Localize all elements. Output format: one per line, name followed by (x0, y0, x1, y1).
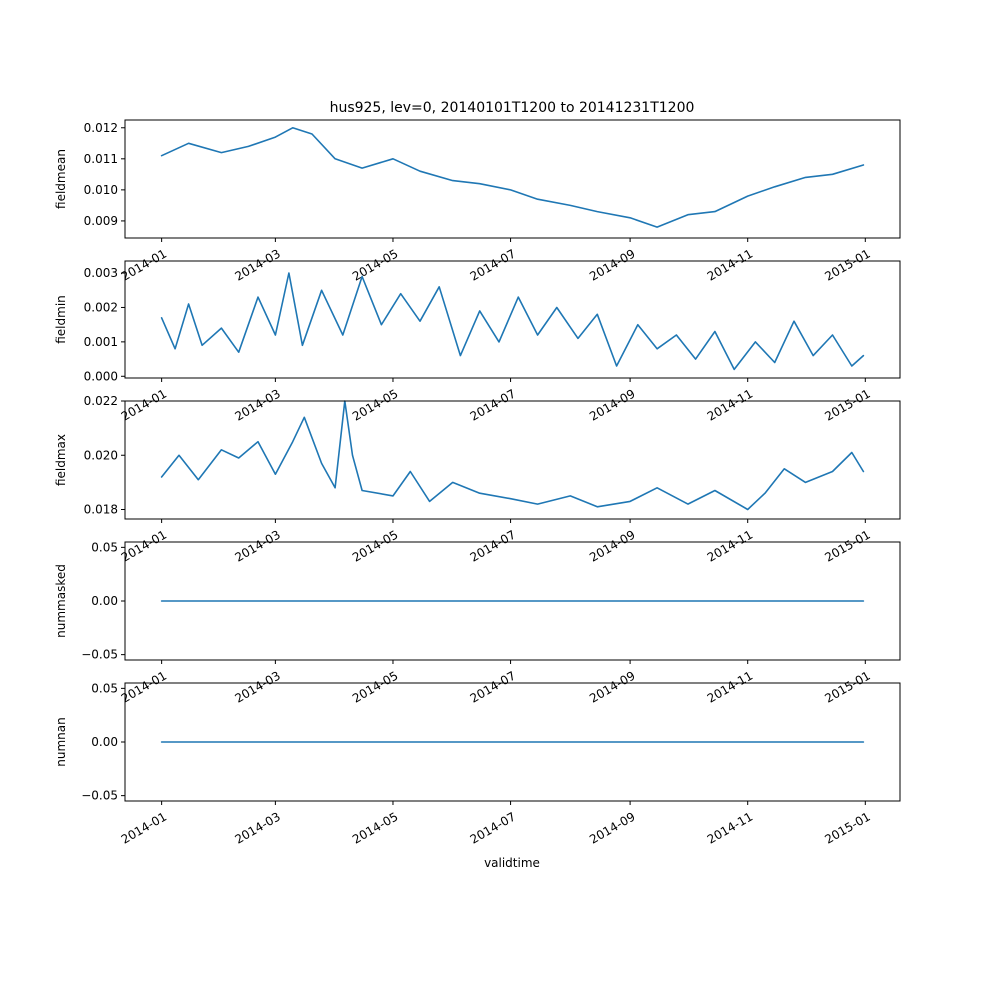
y-tick-label: 0.003 (84, 266, 118, 280)
y-axis-label: nummasked (54, 564, 68, 638)
y-tick-label: 0.001 (84, 335, 118, 349)
y-tick-label: 0.018 (84, 503, 118, 517)
y-tick-label: 0.012 (84, 121, 118, 135)
y-tick-label: 0.011 (84, 152, 118, 166)
y-tick-label: 0.010 (84, 183, 118, 197)
y-tick-label: 0.009 (84, 214, 118, 228)
y-tick-label: 0.000 (84, 369, 118, 383)
y-tick-label: 0.022 (84, 394, 118, 408)
y-tick-label: 0.002 (84, 300, 118, 314)
y-axis-label: fieldmin (54, 295, 68, 344)
series-line-fieldmin (160, 272, 865, 371)
y-tick-label: 0.020 (84, 448, 118, 462)
y-tick-label: 0.05 (91, 681, 118, 695)
y-tick-label: 0.00 (91, 594, 118, 608)
x-axis-label: validtime (484, 856, 540, 870)
chart-title: hus925, lev=0, 20140101T1200 to 20141231… (330, 100, 695, 116)
series-line-fieldmax (160, 400, 865, 511)
axes-frame (124, 119, 901, 239)
y-axis-label: numnan (54, 717, 68, 766)
y-axis-label: fieldmax (54, 434, 68, 486)
y-tick-label: 0.00 (91, 735, 118, 749)
y-axis-label: fieldmean (54, 149, 68, 209)
y-tick-label: 0.05 (91, 540, 118, 554)
series-line-fieldmean (160, 127, 865, 228)
axes-frame (124, 260, 901, 379)
axes-frame (124, 400, 901, 520)
y-tick-label: −0.05 (81, 789, 118, 803)
y-tick-label: −0.05 (81, 648, 118, 662)
